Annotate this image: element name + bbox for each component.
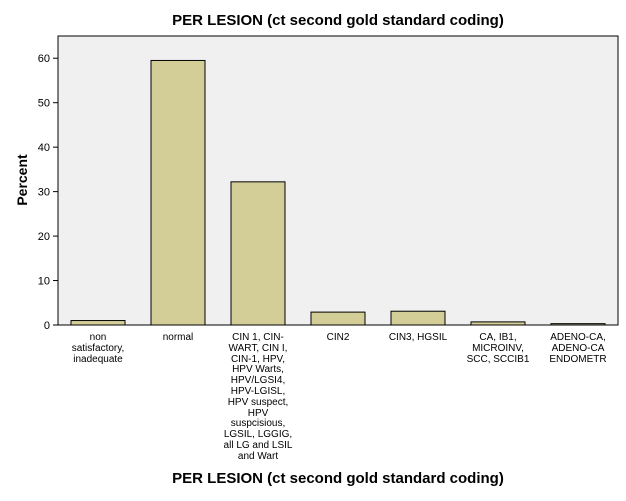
y-tick-label: 30 <box>38 187 50 199</box>
bar-0 <box>70 320 126 326</box>
y-tick-label: 20 <box>38 231 50 243</box>
x-tick-label: CIN3, HGSIL <box>388 332 448 343</box>
y-tick-label: 40 <box>38 142 50 154</box>
bar-1 <box>150 59 206 326</box>
y-tick-label: 60 <box>38 53 50 65</box>
y-tick-label: 50 <box>38 98 50 110</box>
bar-4 <box>390 310 446 326</box>
y-tick-label: 0 <box>44 320 50 332</box>
bar-5 <box>470 321 526 326</box>
plot-area <box>57 35 619 326</box>
bar-3 <box>310 311 366 326</box>
x-tick-label: non satisfactory, inadequate <box>71 332 125 365</box>
x-axis-label: PER LESION (ct second gold standard codi… <box>172 470 504 487</box>
x-tick-label: normal <box>162 332 194 343</box>
x-tick-label: ADENO-CA, ADENO-CA ENDOMETR <box>549 332 607 365</box>
y-tick-label: 10 <box>38 276 50 288</box>
x-tick-label: CIN 1, CIN- WART, CIN I, CIN-1, HPV, HPV… <box>223 332 293 462</box>
x-tick-label: CA, IB1, MICROINV, SCC, SCCIB1 <box>466 332 530 365</box>
bar-6 <box>550 323 606 326</box>
x-tick-label: CIN2 <box>326 332 350 343</box>
chart-title: PER LESION (ct second gold standard codi… <box>172 12 504 29</box>
bar-2 <box>230 181 286 326</box>
